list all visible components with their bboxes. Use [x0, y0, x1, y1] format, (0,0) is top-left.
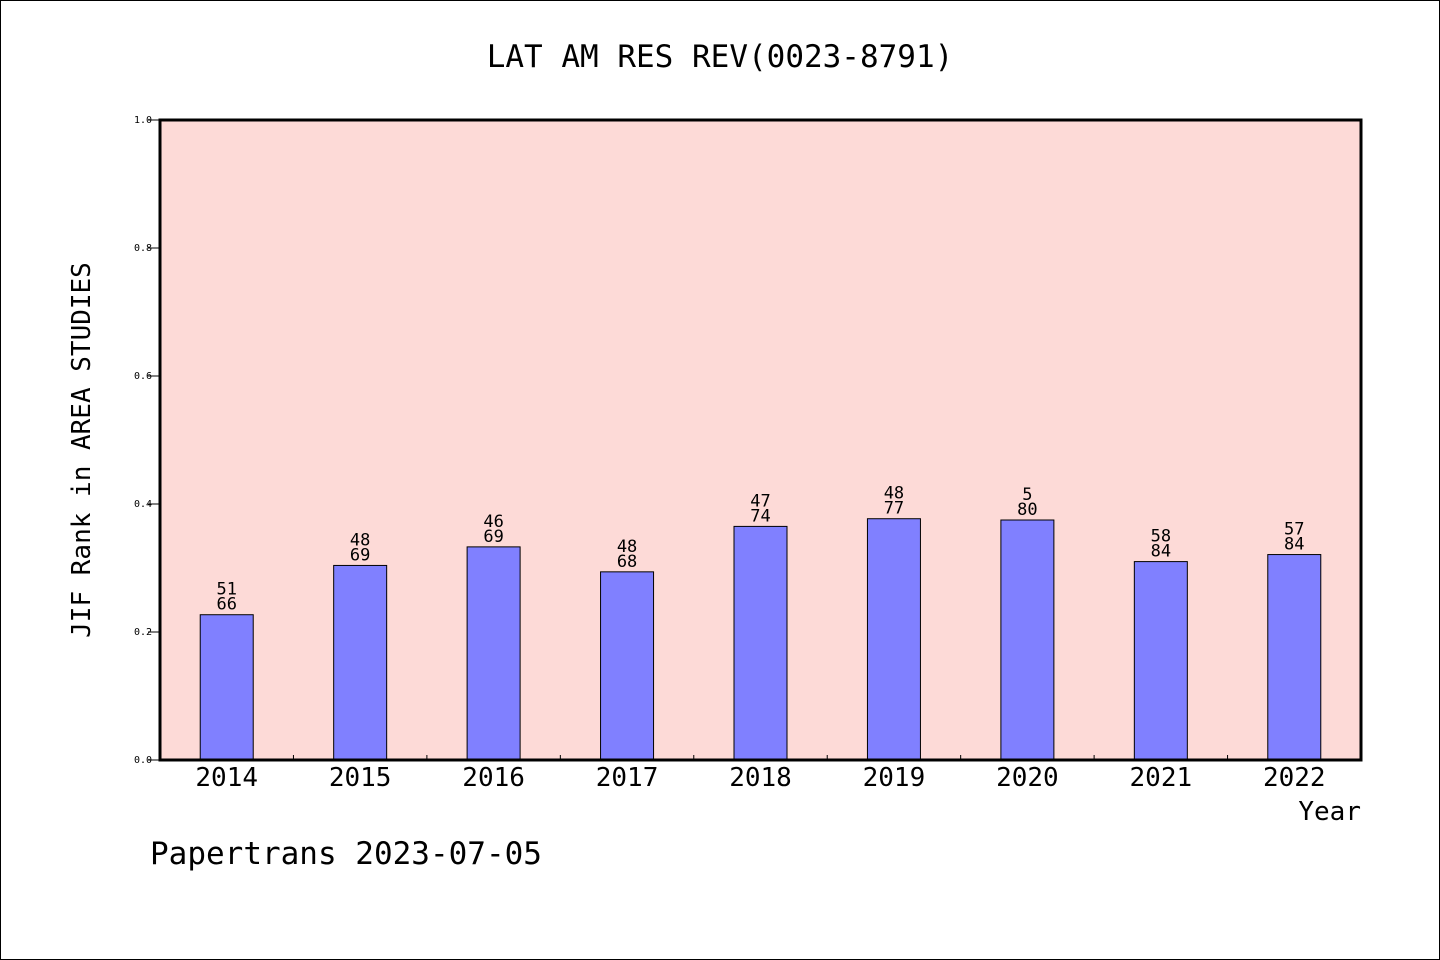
data-label-bottom: 84 [1284, 535, 1304, 555]
bar [600, 571, 655, 761]
y-tick-label: 0.4 [134, 499, 152, 510]
x-tick-label: 2020 [996, 763, 1059, 793]
bar [1133, 561, 1188, 761]
x-tick-label: 2021 [1130, 763, 1193, 793]
x-axis-label: Year [1298, 797, 1361, 827]
data-label-bottom: 84 [1151, 542, 1171, 562]
y-tick-label: 0.2 [134, 627, 152, 638]
y-tick-label: 1.0 [134, 115, 152, 126]
data-label-top: 57 [1284, 520, 1304, 540]
data-label-top: 5 [1022, 485, 1032, 505]
y-tick-label: 0.0 [134, 755, 152, 766]
bar [199, 614, 254, 761]
data-label-top: 48 [884, 484, 904, 504]
chart-title: LAT AM RES REV(0023-8791) [487, 39, 954, 75]
data-label-bottom: 69 [483, 527, 503, 547]
data-label-bottom: 69 [350, 545, 370, 565]
data-label-bottom: 68 [617, 552, 637, 572]
bar [1267, 554, 1322, 761]
footer-stamp: Papertrans 2023-07-05 [150, 836, 542, 872]
y-axis-label: JIF Rank in AREA STUDIES [67, 262, 97, 638]
bar [466, 546, 521, 761]
bar [733, 525, 788, 761]
x-tick-label: 2016 [462, 763, 525, 793]
data-label-top: 58 [1151, 527, 1171, 547]
x-tick-label: 2022 [1263, 763, 1326, 793]
data-label-top: 48 [350, 530, 370, 550]
y-axis: 0.0 0.2 0.4 0.6 0.8 1.0 [134, 115, 160, 766]
data-label-bottom: 80 [1017, 500, 1037, 520]
data-label-bottom: 74 [750, 506, 770, 526]
data-label-top: 48 [617, 537, 637, 557]
x-tick-label: 2019 [863, 763, 926, 793]
x-tick-label: 2018 [729, 763, 792, 793]
x-tick-label: 2017 [596, 763, 659, 793]
bar [1000, 519, 1055, 761]
x-axis: 2014 2015 2016 2017 2018 2019 2020 2021 2022 [195, 755, 1326, 793]
x-tick-label: 2015 [329, 763, 392, 793]
data-label-top: 51 [216, 580, 236, 600]
bar [333, 564, 388, 761]
data-label-top: 47 [750, 491, 770, 511]
y-tick-label: 0.6 [134, 371, 152, 382]
data-label-bottom: 77 [884, 499, 904, 519]
plot-border [158, 118, 1363, 762]
x-tick-label: 2014 [195, 763, 258, 793]
data-label-bottom: 66 [216, 595, 236, 615]
bar [866, 518, 921, 761]
data-label-top: 46 [483, 512, 503, 532]
y-tick-label: 0.8 [134, 243, 152, 254]
